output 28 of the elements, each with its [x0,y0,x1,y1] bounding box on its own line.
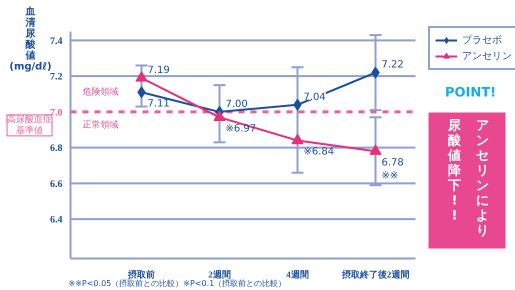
data-label: ※6.97 [226,123,256,134]
annotation: 正常領域 [82,120,118,130]
text: POINT! [444,86,496,100]
y-tick-label: 7.0 [50,107,62,118]
y-tick-label: 7.2 [50,72,62,83]
y-axis-title: 血清尿酸値 (mg/dℓ) [9,6,52,72]
data-label: 7.04 [304,92,326,103]
legend-label: アンセリン [462,50,512,63]
annotation: 危険領域 [82,86,118,98]
x-tick-label: 摂取終了後2週間 [340,270,410,280]
text: ※※P<0.05（摂取前との比較）※P<0.1（摂取前との比較） [68,279,286,288]
text: アンセリンにより [476,118,489,238]
x-tick-label: 2週間 [208,270,231,280]
y-tick-label: 6.8 [50,143,62,154]
legend-label: プラセボ [462,34,502,47]
x-tick-label: 摂取前 [127,270,155,280]
data-label: 7.22 [382,60,404,71]
y-tick-label: 6.4 [50,214,62,226]
data-label: 7.19 [148,64,170,76]
data-label: 6.78 ※※ [382,157,404,182]
y-tick-label: 6.6 [50,178,62,190]
data-label: 7.00 [226,98,248,110]
x-tick-label: 4週間 [286,270,309,280]
text: 尿酸値降下!! [447,118,462,224]
ref-line-label: 高尿酸血症基準値 [7,114,52,136]
y-tick-label: 7.4 [50,36,62,47]
data-label: ※6.84 [304,146,334,158]
data-label: 7.11 [148,98,170,110]
